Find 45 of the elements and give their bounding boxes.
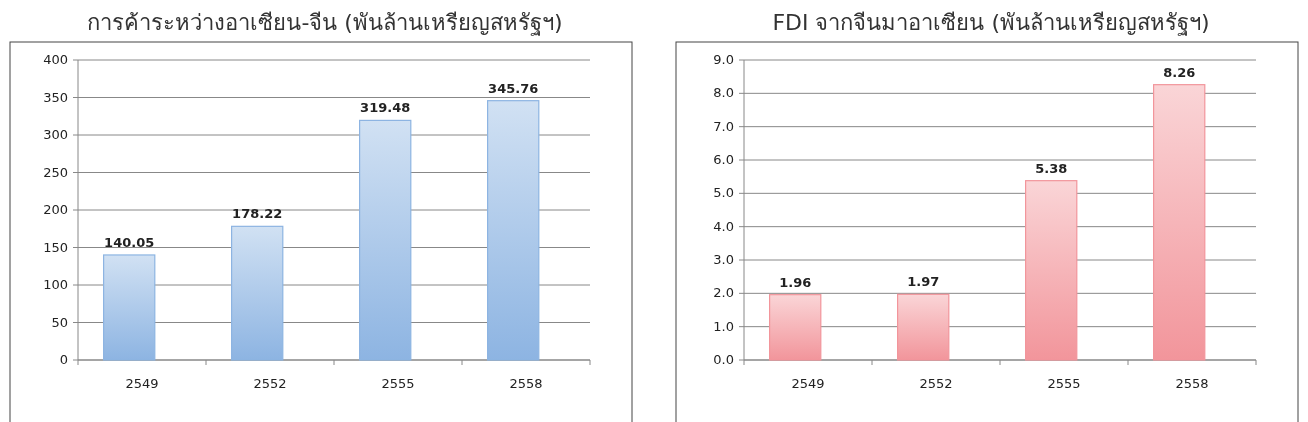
data-label: 178.22 — [232, 206, 283, 222]
data-label: 140.05 — [104, 234, 155, 250]
data-label: 319.48 — [360, 100, 411, 116]
x-tick-label: 2558 — [1175, 376, 1209, 391]
y-tick-label: 0.0 — [713, 352, 734, 367]
x-tick-label: 2558 — [509, 376, 543, 391]
bar — [487, 100, 540, 361]
data-label: 1.97 — [907, 274, 940, 290]
y-tick-label: 9.0 — [713, 52, 734, 67]
y-tick-label: 6.0 — [713, 152, 734, 167]
y-tick-label: 5.0 — [713, 185, 734, 201]
y-tick-label: 3.0 — [713, 252, 734, 267]
bar — [103, 254, 156, 361]
bar — [231, 225, 284, 361]
y-tick-label: 150 — [43, 239, 68, 255]
x-tick-label: 2549 — [791, 376, 825, 391]
bar — [359, 119, 412, 361]
data-label: 1.96 — [779, 274, 812, 290]
y-tick-label: 7.0 — [713, 118, 734, 134]
chart-title: FDI จากจีนมาอาเซียน (พันล้านเหรียญสหรัฐฯ) — [772, 10, 1210, 36]
y-tick-label: 250 — [43, 164, 68, 180]
x-tick-label: 2552 — [253, 376, 287, 391]
data-label: 8.26 — [1163, 64, 1196, 80]
y-tick-label: 100 — [43, 277, 68, 292]
chart-title: การค้าระหว่างอาเซียน-จีน (พันล้านเหรียญสหรัฐฯ) — [87, 10, 563, 36]
y-tick-label: 300 — [43, 127, 68, 142]
y-tick-label: 0 — [59, 352, 68, 367]
data-label: 345.76 — [488, 80, 539, 96]
y-tick-label: 2.0 — [713, 285, 734, 301]
bar — [1153, 84, 1206, 361]
y-tick-label: 200 — [43, 202, 68, 217]
bar — [897, 293, 950, 361]
y-tick-label: 400 — [43, 52, 68, 67]
y-tick-label: 1.0 — [713, 318, 734, 334]
y-tick-label: 50 — [51, 314, 68, 330]
x-tick-label: 2549 — [125, 376, 159, 391]
bar — [769, 294, 822, 361]
y-tick-label: 4.0 — [713, 218, 734, 234]
data-label: 5.38 — [1035, 160, 1068, 176]
x-tick-label: 2555 — [1047, 376, 1081, 391]
x-tick-label: 2552 — [919, 376, 953, 391]
y-tick-label: 8.0 — [713, 85, 734, 101]
x-tick-label: 2555 — [381, 376, 415, 391]
y-tick-label: 350 — [43, 89, 68, 105]
bar — [1025, 180, 1078, 361]
